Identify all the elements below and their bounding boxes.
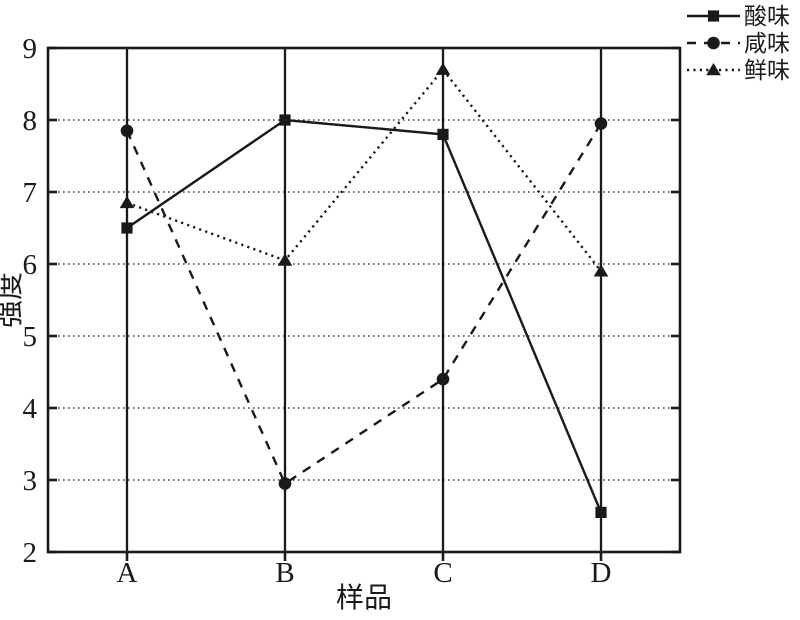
- x-tick-label: C: [433, 557, 452, 589]
- legend-marker-triangle: [706, 63, 721, 76]
- legend-marker-circle: [707, 36, 720, 50]
- x-tick-label: D: [591, 557, 612, 589]
- series-1-marker-circle: [436, 372, 450, 386]
- series-0-marker-square: [437, 128, 449, 140]
- series-0-marker-square: [279, 114, 291, 126]
- legend-label: 咸味: [744, 31, 790, 56]
- y-tick-label: 8: [23, 105, 38, 137]
- legend-marker-square: [707, 10, 720, 22]
- y-tick-label: 4: [23, 393, 38, 425]
- series-1-marker-circle: [594, 117, 608, 130]
- x-tick-label: A: [117, 557, 138, 589]
- y-tick-label: 5: [23, 321, 38, 353]
- y-tick-label: 6: [23, 249, 38, 281]
- series-1-marker-circle: [120, 124, 134, 138]
- y-tick-label: 7: [23, 177, 38, 209]
- series-2-marker-triangle: [119, 195, 135, 209]
- y-tick-label: 9: [23, 33, 38, 65]
- series-1-line: [125, 122, 603, 486]
- y-tick-label: 2: [23, 537, 38, 569]
- series-2-marker-triangle: [277, 253, 293, 266]
- series-1-marker-circle: [278, 477, 292, 490]
- series-2-marker-triangle: [435, 62, 451, 75]
- y-tick-label: 3: [23, 465, 38, 497]
- series-0-marker-square: [595, 506, 607, 518]
- legend-label: 鲜味: [744, 58, 790, 83]
- series-2-marker-triangle: [593, 264, 609, 277]
- series-0-line: [126, 118, 603, 513]
- plot-border: [46, 46, 682, 554]
- legend-label: 酸味: [744, 4, 790, 29]
- series-2-line: [126, 67, 602, 272]
- x-axis-title: 样品: [336, 582, 392, 614]
- x-tick-label: B: [275, 557, 294, 589]
- series-0-marker-square: [121, 222, 133, 234]
- y-axis-title: 强度: [0, 272, 26, 328]
